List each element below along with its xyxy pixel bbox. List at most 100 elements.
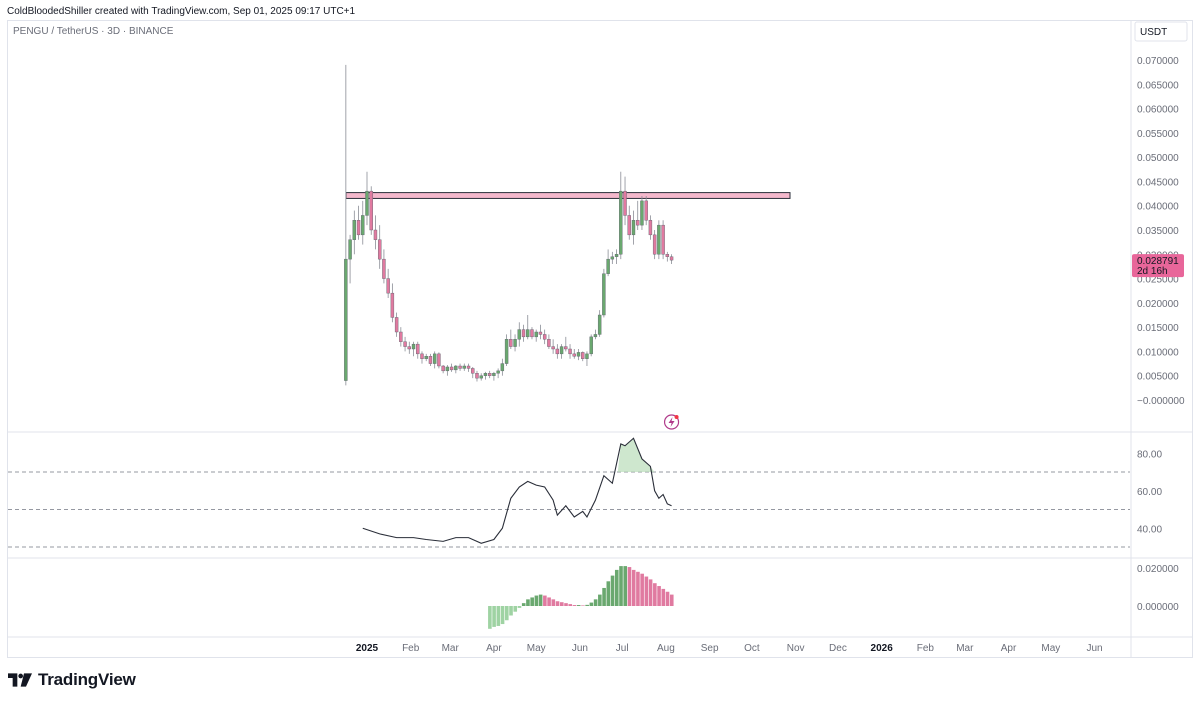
time-tick-label: Oct (744, 643, 760, 654)
candle-body (356, 220, 361, 236)
candle-body (403, 341, 407, 347)
candle-body (559, 346, 564, 355)
candle-body (369, 190, 373, 231)
time-tick-label: May (527, 643, 546, 654)
histogram-bar (593, 599, 598, 606)
candle-body (352, 220, 357, 240)
candle-body (644, 200, 648, 221)
price-tick-label: 0.025000 (1137, 275, 1179, 286)
candle-body (534, 331, 538, 338)
histogram-bar (589, 602, 594, 606)
candle-body (530, 329, 534, 338)
candle-body (416, 343, 420, 355)
price-tick-label: 0.035000 (1137, 226, 1179, 237)
histogram-bar (526, 599, 530, 606)
candle-body (669, 256, 674, 261)
histogram-bar (598, 594, 602, 606)
histogram-bar (653, 583, 657, 606)
candle-body (411, 343, 416, 350)
bar-countdown: 2d 16h (1137, 266, 1168, 277)
price-tick-label: 0.005000 (1137, 372, 1179, 383)
lightning-icon (668, 417, 675, 427)
time-tick-label: Sep (701, 643, 719, 654)
histogram-bar (610, 575, 615, 606)
candle-body (399, 331, 403, 342)
candle-body (487, 373, 492, 376)
time-tick-label: Nov (787, 643, 805, 654)
histogram-bar (564, 603, 568, 606)
time-tick-label: 2025 (356, 643, 379, 654)
histogram-bar (530, 597, 534, 606)
time-tick-label: Mar (956, 643, 974, 654)
candle-body (365, 190, 369, 216)
histogram-bar (576, 605, 581, 606)
tradingview-logo-text: TradingView (38, 670, 136, 689)
histogram-bar (585, 604, 589, 606)
price-tick-label: 0.020000 (1137, 299, 1179, 310)
price-tick-label: 0.010000 (1137, 347, 1179, 358)
histogram-bar (631, 569, 636, 606)
candle-body (394, 317, 399, 333)
candle-body (483, 373, 488, 376)
candle-body (585, 353, 589, 359)
resistance-zone[interactable] (345, 192, 791, 199)
candle-body (428, 356, 433, 364)
candle-body (348, 239, 352, 260)
histogram-bar (496, 606, 501, 626)
histogram-bar (568, 604, 573, 606)
candle-body (390, 292, 395, 318)
candle-body (471, 368, 475, 374)
time-tick-label: Feb (402, 643, 420, 654)
time-tick-label: Jun (572, 643, 588, 654)
histogram-bar (551, 599, 556, 606)
candle-body (424, 356, 428, 359)
candle-body (377, 239, 382, 260)
candle-body (623, 190, 627, 216)
rsi-tick-label: 60.00 (1137, 487, 1162, 498)
rsi-overbought-fill (617, 438, 655, 472)
rsi-line (362, 437, 672, 544)
rsi-tick-label: 80.00 (1137, 449, 1162, 460)
time-tick-label: Apr (486, 643, 502, 654)
candle-body (432, 353, 437, 364)
candle-body (475, 373, 479, 379)
histogram-bar (644, 576, 649, 606)
time-tick-label: Jun (1086, 643, 1102, 654)
candle-body (568, 348, 572, 355)
candle-body (445, 366, 450, 372)
candle-body (517, 329, 521, 340)
currency-box[interactable] (1134, 21, 1188, 42)
candle-body (597, 314, 602, 335)
histogram-bar (517, 606, 522, 608)
chart-frame (7, 20, 1193, 658)
price-tick-label: 0.050000 (1137, 153, 1179, 164)
candle-body (361, 215, 365, 236)
time-tick-label: Mar (442, 643, 460, 654)
candle-body (547, 339, 551, 347)
candle-body (640, 200, 644, 226)
histogram-bar (534, 595, 539, 606)
candle-body (454, 365, 458, 371)
histogram-bar (513, 606, 518, 612)
candle-body (500, 363, 505, 372)
candle-body (437, 353, 441, 367)
candle-body (665, 254, 670, 257)
candle-body (538, 331, 543, 335)
candle-body (555, 348, 560, 355)
candle-body (344, 258, 348, 381)
price-tick-label: −0.000000 (1137, 396, 1185, 407)
tradingview-logo[interactable]: TradingView (8, 670, 136, 690)
histogram-bar (572, 605, 577, 606)
time-tick-label: 2026 (871, 643, 894, 654)
time-tick-label: Jul (616, 643, 629, 654)
candle-body (652, 234, 657, 255)
histogram-bar (521, 603, 526, 606)
event-badge-dot (674, 415, 679, 419)
price-tick-label: 0.065000 (1137, 80, 1179, 91)
histogram-bar (543, 595, 547, 606)
currency-label[interactable]: USDT (1140, 27, 1167, 38)
candle-body (610, 256, 615, 260)
candle-body (602, 273, 606, 316)
candle-body (564, 346, 568, 350)
